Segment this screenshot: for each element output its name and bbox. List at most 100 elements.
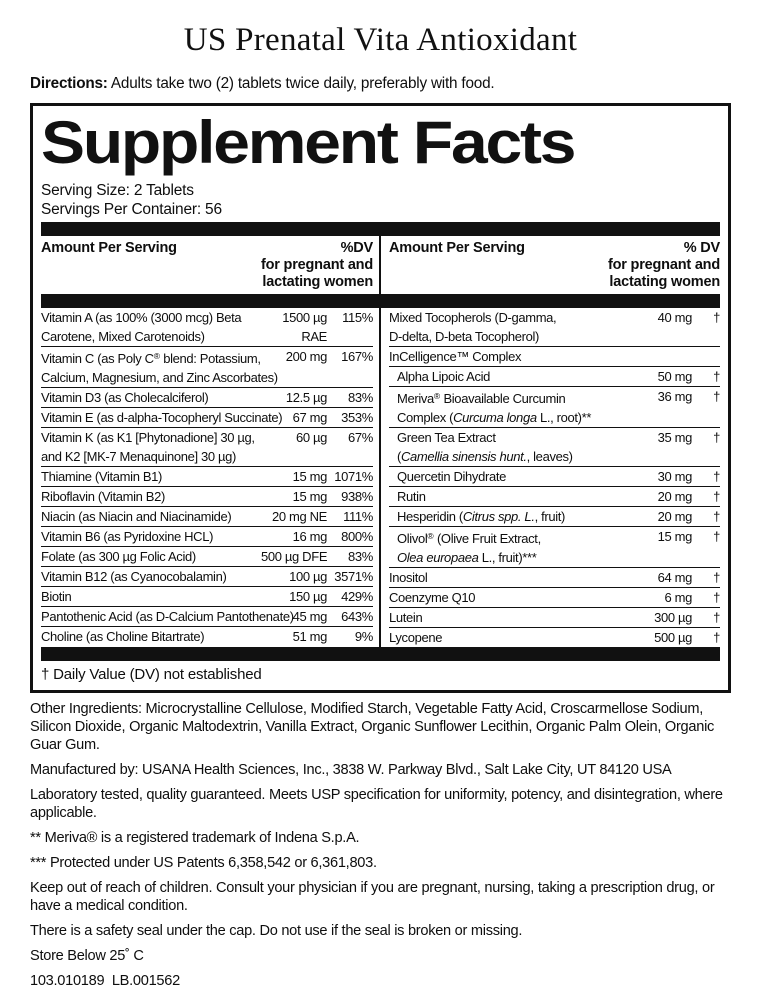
text-segment: Vitamin C (as Poly C — [41, 351, 154, 366]
amount-value: 67 mg — [292, 410, 328, 425]
row-line2: Calcium, Magnesium, and Zinc Ascorbates) — [41, 368, 373, 387]
dv-value: 167% — [341, 349, 373, 364]
dv-value: † — [713, 509, 720, 524]
amount-value: 20 mg NE — [271, 509, 327, 524]
row-line1: Niacin (as Niacin and Niacinamide) 20 mg … — [41, 507, 373, 526]
text-segment: (Olive Fruit Extract, — [433, 531, 541, 546]
ingredient-name: Biotin — [41, 587, 261, 606]
text-segment: Vitamin B6 (as Pyridoxine HCL) — [41, 529, 214, 544]
text-segment: and K2 [MK-7 Menaquinone] 30 µg) — [41, 449, 237, 464]
thick-bar-bottom — [41, 647, 720, 661]
row-line1: Olivol® (Olive Fruit Extract, 15 mg † — [389, 527, 720, 548]
text-segment: Riboflavin (Vitamin B2) — [41, 489, 165, 504]
table-row: Olivol® (Olive Fruit Extract, 15 mg † Olea … — [389, 526, 720, 567]
row-line1: Vitamin E (as d-alpha-Tocopheryl Succina… — [41, 408, 373, 427]
amount-value: 6 mg — [664, 590, 692, 605]
amount-per-serving-header: Amount Per Serving — [389, 240, 525, 256]
ingredient-name-continued: D-delta, D-beta Tocopherol) — [389, 327, 720, 346]
amount-value: 45 mg — [292, 609, 328, 624]
dv-value: 1071% — [334, 469, 373, 484]
text-segment: Curcuma longa — [453, 410, 537, 425]
dv-spacer — [327, 327, 373, 346]
ingredient-name: Inositol — [389, 568, 630, 587]
table-row: Vitamin B6 (as Pyridoxine HCL) 16 mg 800% — [41, 526, 373, 546]
table-row: Thiamine (Vitamin B1) 15 mg 1071% — [41, 466, 373, 486]
text-segment: Calcium, Magnesium, and Zinc Ascorbates) — [41, 370, 278, 385]
table-row: Vitamin E (as d-alpha-Tocopheryl Succina… — [41, 407, 373, 427]
text-segment: Mixed Tocopherols (D-gamma, — [389, 310, 557, 325]
table-row: Coenzyme Q10 6 mg † — [389, 587, 720, 607]
ingredient-name-continued: Olea europaea L., fruit)*** — [389, 548, 720, 567]
dv-value: 111% — [343, 509, 373, 524]
dv-label: %DV — [340, 240, 374, 256]
ingredient-name: Vitamin C (as Poly C® blend: Potassium, — [41, 347, 261, 368]
amount-value: 15 mg — [292, 469, 328, 484]
text-segment: , leaves) — [526, 449, 573, 464]
footer-paragraph: Keep out of reach of children. Consult y… — [30, 880, 715, 914]
row-line1: Vitamin B12 (as Cyanocobalamin) 100 µg 357… — [41, 567, 373, 586]
amount-value: 500 µg DFE — [261, 549, 328, 564]
text-segment: Inositol — [389, 570, 428, 585]
amount-value: 50 mg — [657, 369, 693, 384]
ingredient-name: Lycopene — [389, 628, 630, 647]
table-row: Vitamin C (as Poly C® blend: Potassium, 2… — [41, 346, 373, 387]
ingredient-name: Vitamin K (as K1 [Phytonadione] 30 µg, — [41, 428, 261, 447]
dv-value: † — [713, 630, 720, 645]
amount-value: 150 µg — [289, 589, 327, 604]
ingredient-name: InCelligence™ Complex — [389, 347, 720, 366]
footer-paragraph: 103.010189 LB.001562 — [30, 973, 180, 989]
amount-value: 60 µg — [295, 430, 327, 445]
text-segment: ® — [153, 351, 160, 361]
ingredient-name-continued: and K2 [MK-7 Menaquinone] 30 µg) — [41, 447, 373, 466]
dv-value: † — [713, 570, 720, 585]
row-line2: Carotene, Mixed Carotenoids) RAE — [41, 327, 373, 346]
thick-bar-header — [41, 294, 720, 308]
text-segment: Quercetin Dihydrate — [397, 469, 506, 484]
text-segment: Vitamin A (as 100% (3000 mcg) Beta — [41, 310, 242, 325]
row-line2: (Camellia sinensis hunt., leaves) — [389, 447, 720, 466]
table-row: Hesperidin (Citrus spp. L., fruit) 20 mg † — [389, 506, 720, 526]
ingredient-name: Olivol® (Olive Fruit Extract, — [389, 527, 630, 548]
table-row: Niacin (as Niacin and Niacinamide) 20 mg … — [41, 506, 373, 526]
dv-value: 938% — [341, 489, 373, 504]
ingredient-name: Mixed Tocopherols (D-gamma, — [389, 308, 630, 327]
row-line1: Choline (as Choline Bitartrate) 51 mg 9% — [41, 627, 373, 646]
serving-size: Serving Size: 2 Tablets — [41, 182, 194, 199]
text-segment: Camellia sinensis hunt. — [400, 449, 527, 464]
text-segment: , fruit) — [534, 509, 566, 524]
amount-value: 36 mg — [657, 389, 693, 404]
text-segment: Carotene, Mixed Carotenoids) — [41, 329, 205, 344]
dv-value: 643% — [341, 609, 373, 624]
dv-value: † — [713, 610, 720, 625]
amount-unit-line2: RAE — [301, 329, 327, 344]
dv-sub-line1: for pregnant and — [261, 257, 373, 273]
table-row: Inositol 64 mg † — [389, 567, 720, 587]
text-segment: L., fruit)*** — [478, 550, 537, 565]
text-segment: Biotin — [41, 589, 72, 604]
text-segment: Vitamin B12 (as Cyanocobalamin) — [41, 569, 227, 584]
footer-paragraph: *** Protected under US Patents 6,358,542… — [30, 855, 377, 871]
table-row: Biotin 150 µg 429% — [41, 586, 373, 606]
directions-label: Directions: — [30, 75, 108, 92]
dv-value: † — [713, 430, 720, 445]
amount-value: 500 µg — [654, 630, 692, 645]
dv-value: 83% — [348, 390, 373, 405]
text-segment: ® — [433, 391, 441, 401]
text-segment: L., root)** — [536, 410, 592, 425]
ingredient-name: Vitamin B12 (as Cyanocobalamin) — [41, 567, 261, 586]
dv-value: † — [713, 489, 720, 504]
text-segment: ( — [397, 449, 401, 464]
dv-sub-line2: lactating women — [609, 274, 720, 290]
amount-value: 1500 µg — [282, 310, 327, 325]
text-segment: Bioavailable Curcumin — [440, 391, 566, 406]
row-line1: Lutein 300 µg † — [389, 608, 720, 627]
text-segment: Choline (as Choline Bitartrate) — [41, 629, 205, 644]
amount-value: 40 mg — [657, 310, 693, 325]
table-row: Vitamin A (as 100% (3000 mcg) Beta 1500 µ… — [41, 308, 373, 346]
ingredient-name: Vitamin D3 (as Cholecalciferol) — [41, 388, 261, 407]
table-row: Vitamin K (as K1 [Phytonadione] 30 µg, 60… — [41, 427, 373, 466]
text-segment: Citrus spp. L. — [462, 509, 535, 524]
text-segment: blend: Potassium, — [159, 351, 261, 366]
text-segment: InCelligence™ Complex — [389, 349, 522, 364]
text-segment: Niacin (as Niacin and Niacinamide) — [41, 509, 232, 524]
